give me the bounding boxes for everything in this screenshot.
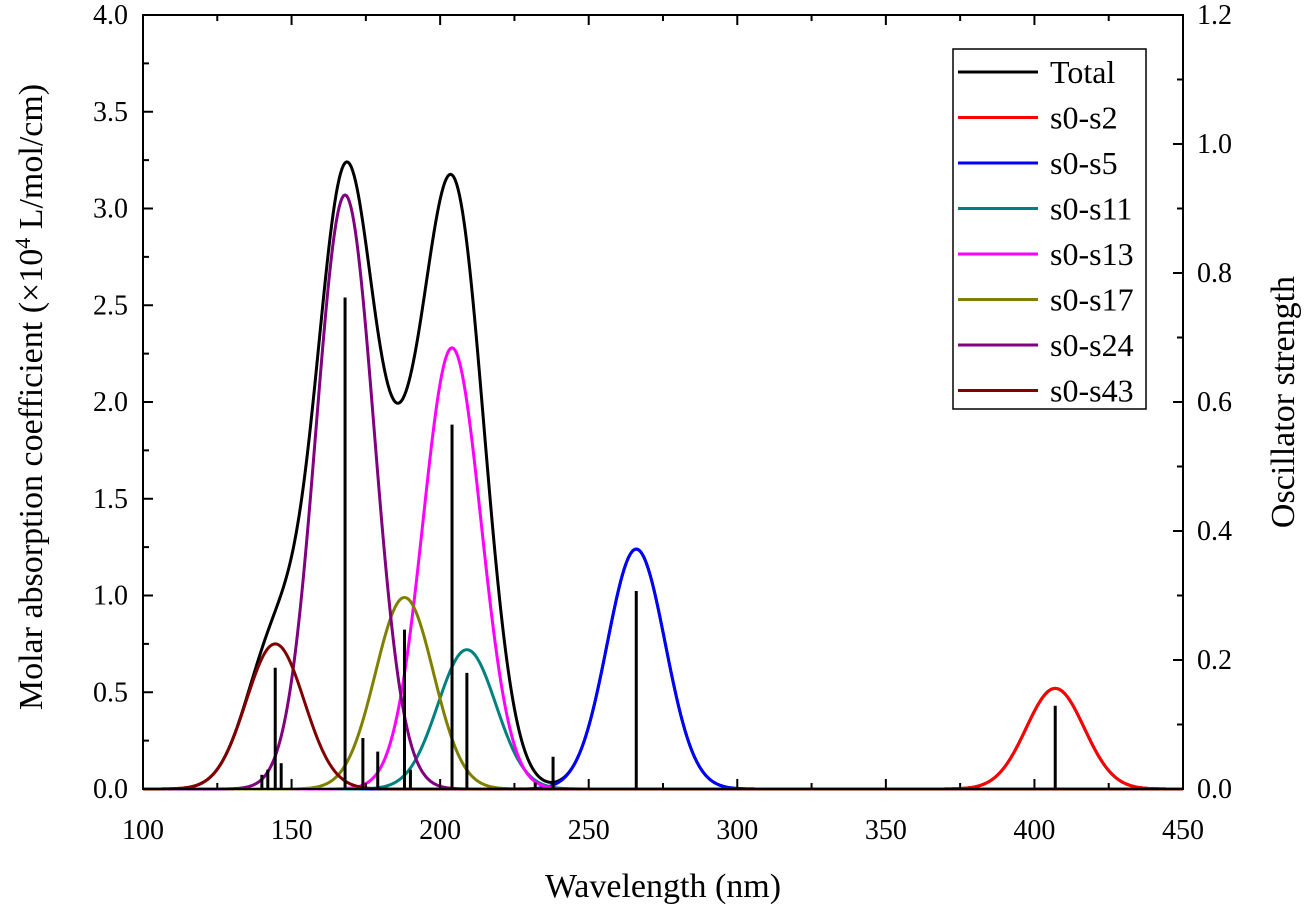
x-tick-label: 200 [419,815,461,846]
series-line-s0-s5 [142,547,1184,791]
y-tick-label: 1.0 [93,581,128,612]
legend-label-s0-s43: s0-s43 [1050,373,1134,409]
y2-tick-label: 0.4 [1197,516,1232,547]
y-axis-ticks: 0.0 0.5 1.0 1.5 2.0 2.5 3.0 3.5 4.0 [93,0,153,805]
legend-label-s0-s13: s0-s13 [1050,236,1134,272]
x-axis-ticks: 100 150 200 250 300 350 400 450 [122,15,1204,846]
y-tick-label: 2.5 [93,290,128,321]
legend-label-s0-s11: s0-s11 [1050,191,1132,227]
x-tick-label: 300 [716,815,758,846]
legend: Total s0-s2 s0-s5 s0-s11 s0-s13 s0-s17 s0-s24 s… [952,48,1147,410]
y-tick-label: 0.0 [93,774,128,805]
x-tick-label: 150 [271,815,313,846]
legend-frame [952,48,1147,410]
y2-axis-ticks: 0.0 0.2 0.4 0.6 0.8 1.0 1.2 [1173,0,1232,805]
series-line-s0-s43 [142,642,1184,791]
y-tick-label: 0.5 [93,677,128,708]
y2-tick-label: 0.8 [1197,258,1232,289]
y-tick-label: 2.0 [93,387,128,418]
x-tick-label: 350 [865,815,907,846]
x-tick-label: 250 [568,815,610,846]
y-axis-label-exponent: 4 [10,238,35,249]
legend-label-total: Total [1050,54,1115,90]
legend-label-s0-s17: s0-s17 [1050,282,1134,318]
legend-label-s0-s24: s0-s24 [1050,327,1134,363]
series-line-s0-s11 [142,648,1184,791]
y2-tick-label: 1.0 [1197,129,1232,160]
oscillator-sticks [260,297,1057,789]
y-tick-label: 1.5 [93,484,128,515]
y2-axis-label: Oscillator strength [1265,276,1302,528]
y-tick-label: 3.5 [93,97,128,128]
y2-tick-label: 0.6 [1197,387,1232,418]
y-tick-label: 3.0 [93,194,128,225]
legend-label-s0-s5: s0-s5 [1050,145,1118,181]
series-line-s0-s2 [142,686,1184,791]
y2-tick-label: 0.0 [1197,774,1232,805]
y2-tick-label: 0.2 [1197,645,1232,676]
series-line-s0-s13 [142,346,1184,791]
y-tick-label: 4.0 [93,0,128,31]
legend-label-s0-s2: s0-s2 [1050,100,1118,136]
x-axis-label: Wavelength (nm) [545,868,781,905]
y2-tick-label: 1.2 [1197,0,1232,31]
x-tick-label: 450 [1162,815,1204,846]
x-tick-label: 100 [122,815,164,846]
x-tick-label: 400 [1013,815,1055,846]
y-axis-label: Molar absorption coefficient (×104 L/mol… [10,84,50,710]
